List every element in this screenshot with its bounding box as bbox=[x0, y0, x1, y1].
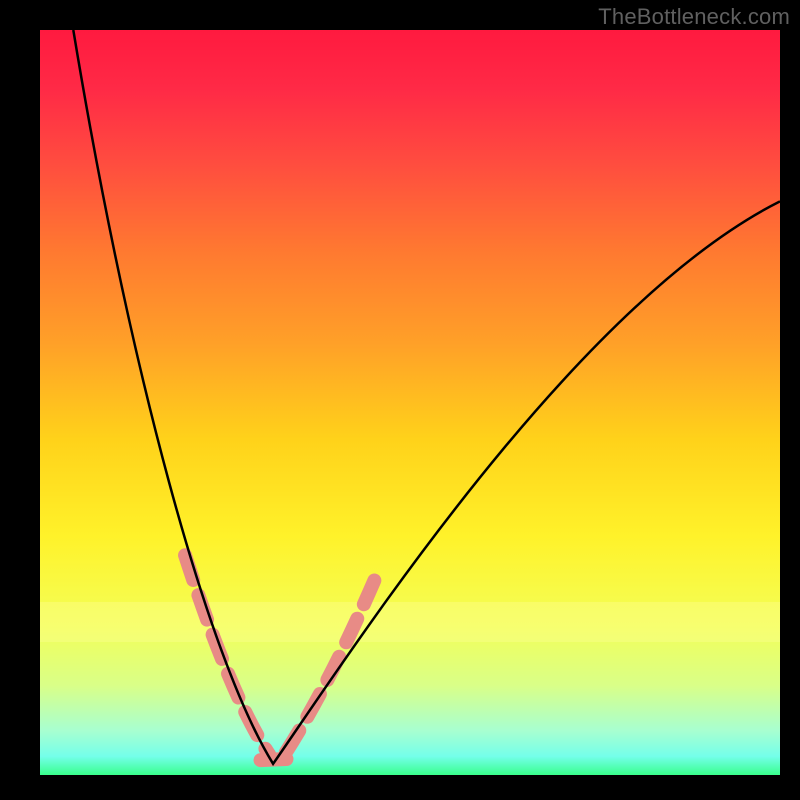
curve-layer bbox=[40, 30, 780, 775]
highlight-segment-left bbox=[185, 555, 269, 755]
bottleneck-curve bbox=[73, 30, 780, 764]
stage: TheBottleneck.com bbox=[0, 0, 800, 800]
watermark-text: TheBottleneck.com bbox=[598, 4, 790, 30]
plot-area bbox=[40, 30, 780, 775]
